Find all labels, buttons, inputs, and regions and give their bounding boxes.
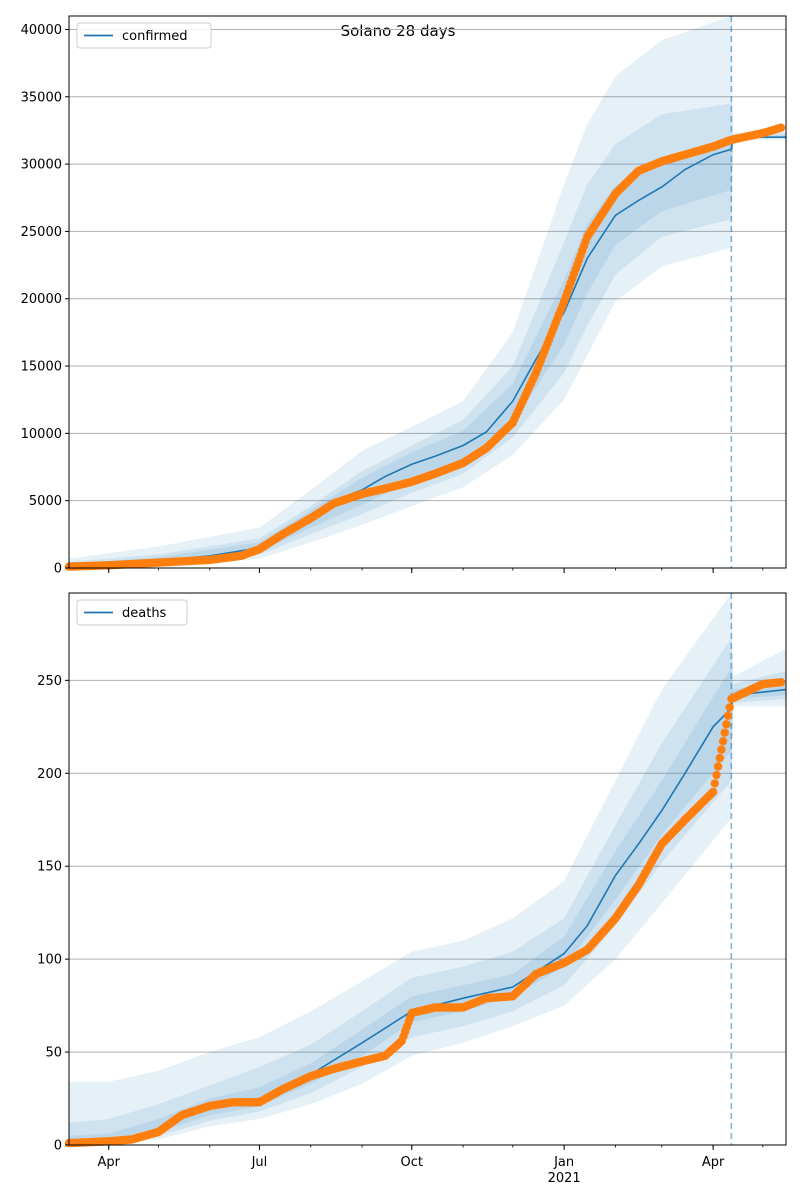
deaths-band-2 <box>69 637 786 1145</box>
confirmed-y-tick-label: 40000 <box>21 23 62 38</box>
deaths-observed-point <box>708 787 718 797</box>
deaths-legend: deaths <box>76 599 188 626</box>
deaths-x-tick-label: Jul <box>251 1155 268 1170</box>
deaths-observed-point <box>718 737 728 746</box>
deaths-x-tick-label: Apr <box>702 1155 725 1170</box>
confirmed-gridlines <box>69 28 786 569</box>
deaths-x-tick-label: Oct <box>401 1155 423 1170</box>
deaths-legend-box <box>76 599 188 626</box>
deaths-observed-point <box>722 720 731 729</box>
confirmed-band-3 <box>69 135 786 568</box>
figure-title: Solano 28 days <box>341 22 456 40</box>
deaths-y-axis: 0 50 100 150 200 250 <box>37 674 69 1154</box>
deaths-band-1 <box>69 593 786 1145</box>
deaths-observed-point <box>720 728 729 737</box>
deaths-observed-point <box>710 779 719 788</box>
deaths-legend-label: deaths <box>122 606 167 621</box>
confirmed-band-2 <box>69 103 786 568</box>
deaths-y-tick-label: 150 <box>37 860 62 875</box>
deaths-y-tick-label: 250 <box>37 674 62 689</box>
deaths-observed-point <box>715 753 724 763</box>
deaths-observed-point <box>723 711 733 720</box>
confirmed-legend: confirmed <box>76 22 212 49</box>
confirmed-observed-point <box>776 123 786 132</box>
deaths-observed-point <box>712 770 721 780</box>
confirmed-y-tick-label: 20000 <box>21 292 62 307</box>
confirmed-legend-label: confirmed <box>122 29 188 44</box>
confirmed-plot-frame <box>68 15 787 569</box>
confirmed-y-tick-label: 10000 <box>21 427 62 442</box>
deaths-x-tick-label: Apr <box>97 1155 120 1170</box>
confirmed-legend-box <box>76 22 212 49</box>
confirmed-x-axis <box>108 568 764 573</box>
deaths-band-3 <box>69 667 786 1145</box>
deaths-observed-point <box>713 762 723 771</box>
confirmed-panel: 0 5000 10000 15000 20000 25000 30000 35000 40000… <box>21 15 787 577</box>
deaths-uncertainty-bands <box>69 593 786 1145</box>
confirmed-y-tick-label: 0 <box>54 562 62 577</box>
deaths-y-tick-label: 100 <box>37 953 62 968</box>
confirmed-y-tick-label: 30000 <box>21 158 62 173</box>
deaths-x-year-label: 2021 <box>548 1171 581 1186</box>
deaths-observed-point <box>717 745 726 754</box>
deaths-observed-point <box>776 678 786 687</box>
deaths-y-tick-label: 50 <box>45 1046 62 1061</box>
deaths-plot-frame <box>68 592 787 1146</box>
deaths-panel: 0 50 100 150 200 250 Apr Jul Oct Jan Apr 2021 deat… <box>37 592 787 1186</box>
confirmed-y-axis: 0 5000 10000 15000 20000 25000 30000 35000 40000 <box>21 23 69 577</box>
confirmed-y-tick-label: 25000 <box>21 225 62 240</box>
confirmed-y-tick-label: 5000 <box>29 494 62 509</box>
confirmed-uncertainty-bands <box>69 16 786 568</box>
deaths-x-tick-label: Jan <box>553 1155 574 1170</box>
deaths-y-tick-label: 0 <box>54 1139 62 1154</box>
confirmed-band-1 <box>69 16 786 568</box>
deaths-y-tick-label: 200 <box>37 767 62 782</box>
deaths-x-axis: Apr Jul Oct Jan Apr 2021 <box>97 1145 764 1186</box>
deaths-observed-points <box>64 678 786 1148</box>
confirmed-y-tick-label: 35000 <box>21 90 62 105</box>
deaths-observed-point <box>725 703 734 712</box>
confirmed-y-tick-label: 15000 <box>21 360 62 375</box>
